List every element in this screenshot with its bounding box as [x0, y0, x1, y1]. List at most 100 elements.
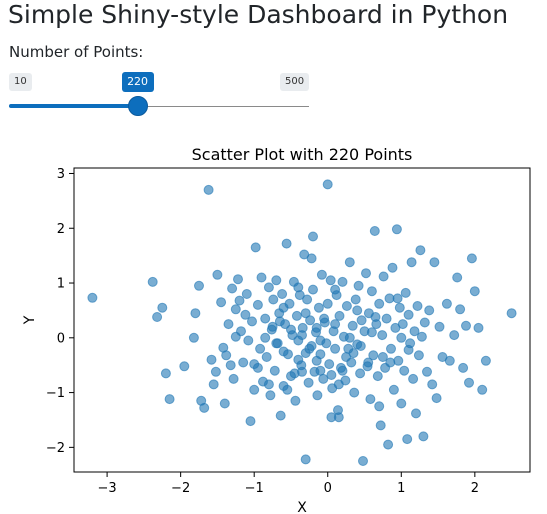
x-tick-label: −3 [98, 481, 117, 496]
scatter-point-88 [330, 343, 341, 354]
scatter-point-126 [386, 343, 396, 354]
scatter-point-98 [344, 257, 355, 268]
scatter-point-12 [203, 184, 214, 195]
scatter-point-85 [325, 275, 336, 286]
scatter-point-7 [188, 332, 199, 343]
scatter-point-112 [365, 394, 376, 405]
scatter-point-47 [269, 365, 280, 376]
scatter-point-195 [311, 322, 322, 333]
scatter-point-61 [290, 395, 301, 406]
scatter-point-201 [282, 384, 293, 395]
scatter-point-119 [375, 420, 386, 431]
scatter-point-120 [377, 330, 388, 341]
scatter-point-193 [370, 312, 381, 322]
scatter-point-153 [429, 257, 440, 268]
scatter-point-113 [366, 286, 377, 297]
scatter-point-210 [300, 454, 311, 465]
scatter-point-128 [388, 384, 399, 395]
scatter-point-55 [281, 238, 292, 249]
y-tick-label: −2 [46, 441, 65, 456]
scatter-point-3 [157, 302, 168, 313]
scatter-point-23 [227, 283, 238, 294]
y-tick-label: 2 [57, 222, 65, 237]
scatter-point-41 [260, 313, 271, 324]
scatter-point-211 [392, 293, 403, 304]
slider-value-bubble: 220 [121, 72, 154, 92]
scatter-point-29 [238, 357, 249, 368]
scatter-point-181 [293, 354, 304, 365]
scatter-point-207 [297, 330, 307, 341]
scatter-point-158 [444, 355, 455, 366]
scatter-point-154 [431, 393, 442, 404]
scatter-point-6 [179, 361, 190, 372]
y-tick-label: −1 [46, 386, 65, 401]
scatter-point-130 [391, 224, 402, 235]
scatter-point-189 [300, 308, 311, 319]
slider-max-label: 500 [280, 73, 310, 91]
scatter-point-151 [424, 305, 435, 316]
scatter-point-62 [291, 310, 302, 321]
scatter-point-205 [352, 305, 363, 316]
scatter-point-91 [334, 310, 345, 321]
scatter-point-25 [230, 304, 241, 315]
scatter-point-159 [449, 330, 460, 341]
scatter-point-93 [337, 276, 348, 287]
scatter-point-11 [199, 402, 210, 413]
scatter-point-71 [305, 315, 316, 326]
scatter-point-83 [322, 298, 333, 309]
scatter-point-84 [324, 359, 335, 370]
scatter-point-218 [374, 401, 385, 412]
scatter-point-115 [369, 226, 380, 236]
scatter-point-42 [261, 352, 272, 362]
scatter-point-147 [416, 331, 427, 342]
scatter-point-203 [315, 365, 326, 376]
scatter-point-190 [319, 313, 330, 324]
scatter-point-79 [316, 269, 327, 280]
scatter-point-118 [374, 298, 385, 309]
scatter-point-22 [225, 360, 236, 371]
scatter-point-146 [415, 245, 426, 256]
scatter-point-196 [289, 368, 300, 379]
scatter-point-185 [304, 343, 315, 354]
slider-fill[interactable] [9, 104, 138, 108]
scatter-point-161 [455, 304, 466, 315]
scatter-point-117 [372, 371, 383, 382]
scatter-point-165 [466, 253, 477, 264]
scatter-point-202 [344, 332, 355, 343]
scatter-point-5 [164, 394, 175, 405]
scatter-point-30 [240, 309, 251, 320]
slider-handle[interactable] [127, 96, 148, 116]
scatter-point-14 [208, 379, 219, 390]
scatter-point-124 [383, 439, 394, 450]
scatter-point-33 [245, 416, 256, 427]
slider-track[interactable] [9, 106, 309, 107]
scatter-point-32 [243, 335, 254, 346]
scatter-point-217 [249, 359, 260, 370]
scatter-point-178 [333, 379, 344, 390]
points-layer [87, 179, 517, 466]
scatter-point-127 [387, 262, 398, 273]
scatter-point-163 [461, 320, 471, 331]
scatter-point-142 [409, 326, 420, 337]
y-axis-ticks: −2 −1 0 1 2 3 [46, 167, 74, 456]
scatter-point-177 [326, 370, 337, 380]
page-title: Simple Shiny-style Dashboard in Python [8, 0, 509, 29]
scatter-point-204 [366, 327, 377, 338]
scatter-point-13 [206, 354, 217, 365]
scatter-point-38 [255, 343, 266, 354]
y-tick-label: 0 [57, 331, 65, 346]
scatter-point-192 [355, 341, 366, 351]
scatter-point-141 [408, 373, 419, 384]
scatter-point-182 [315, 335, 326, 346]
scatter-point-133 [396, 398, 407, 409]
slider-min-label: 10 [9, 73, 32, 91]
scatter-point-24 [228, 373, 239, 384]
scatter-point-80 [318, 373, 329, 384]
scatter-point-36 [250, 242, 261, 253]
slider-label: Number of Points: [9, 43, 144, 61]
scatter-point-107 [358, 456, 368, 466]
scatter-point-106 [356, 315, 367, 326]
scatter-point-96 [341, 301, 352, 311]
scatter-point-34 [247, 316, 257, 327]
scatter-point-46 [268, 294, 279, 305]
